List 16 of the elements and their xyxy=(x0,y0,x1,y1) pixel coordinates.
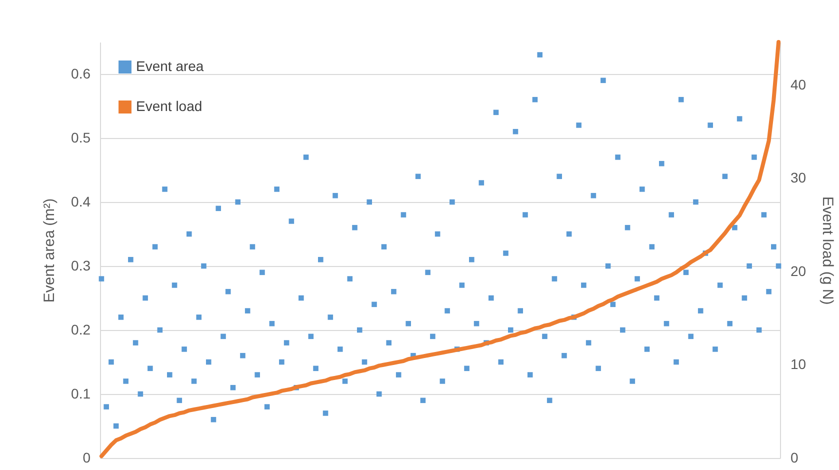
y-tick-label: 0.6 xyxy=(71,66,91,82)
y2-tick-label: 30 xyxy=(790,170,806,186)
legend-label: Event load xyxy=(136,98,202,114)
legend-label: Event area xyxy=(136,58,204,74)
y2-tick-label: 0 xyxy=(790,450,798,466)
y-tick-label: 0.4 xyxy=(71,194,91,210)
y2-tick-label: 40 xyxy=(790,76,806,92)
y2-axis-title: Event load (g N) xyxy=(819,196,836,305)
y-axis-title: Event area (m²) xyxy=(41,198,58,303)
y-tick-label: 0.1 xyxy=(71,386,91,402)
y-tick-label: 0.3 xyxy=(71,258,91,274)
y-tick-label: 0 xyxy=(82,450,91,466)
y-tick-label: 0.5 xyxy=(71,130,91,146)
y2-tick-label: 20 xyxy=(790,262,806,279)
y-tick-label: 0.2 xyxy=(71,322,91,338)
y2-tick-label: 10 xyxy=(790,356,806,372)
